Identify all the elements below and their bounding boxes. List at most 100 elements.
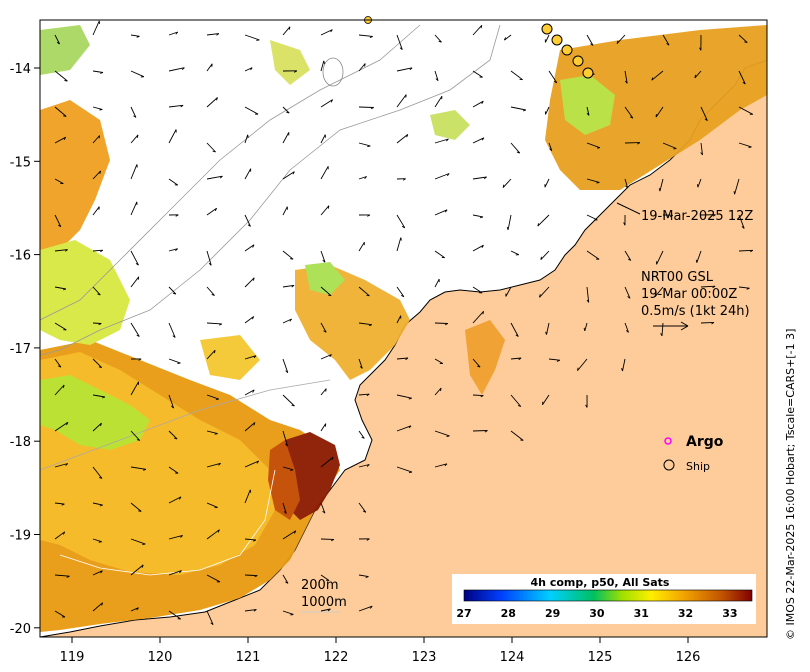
current-arrow-head	[138, 358, 142, 361]
current-vectors	[54, 20, 754, 625]
current-arrow	[320, 388, 327, 396]
current-arrow-head	[585, 404, 588, 408]
current-arrow	[206, 250, 212, 266]
current-arrow	[282, 284, 295, 288]
y-tick-label: -16	[10, 249, 31, 264]
current-arrow	[130, 106, 137, 118]
ship-position	[561, 44, 573, 56]
current-arrow-head	[325, 388, 327, 392]
current-arrow	[544, 178, 550, 188]
current-arrow	[54, 286, 67, 290]
current-arrow	[472, 310, 484, 324]
current-arrow	[206, 394, 219, 400]
current-arrow-head	[502, 184, 505, 188]
current-arrow-head	[369, 35, 373, 39]
current-arrow-head	[400, 237, 402, 241]
current-arrow-head	[630, 116, 634, 119]
current-arrow-head	[138, 510, 142, 512]
current-arrow	[206, 502, 218, 508]
current-arrow-head	[219, 175, 223, 179]
current-arrow	[54, 531, 65, 540]
current-arrow-head	[750, 249, 754, 253]
current-arrow	[738, 286, 750, 289]
current-arrow	[358, 574, 369, 578]
current-arrow-head	[290, 258, 294, 260]
current-arrow-head	[214, 433, 218, 435]
current-arrow-head	[482, 311, 485, 315]
current-arrow	[548, 70, 558, 84]
current-arrow	[54, 421, 69, 432]
current-arrow	[206, 430, 218, 435]
current-arrow-head	[179, 570, 182, 574]
current-arrow	[244, 106, 259, 115]
colorbar-label: 32	[678, 607, 693, 620]
current-arrow	[168, 430, 178, 440]
current-arrow-head	[252, 389, 255, 393]
current-arrow	[282, 132, 290, 144]
current-arrow-head	[172, 335, 176, 338]
x-tick-label: 125	[588, 650, 613, 665]
current-arrow	[624, 70, 628, 84]
current-arrow-head	[327, 608, 331, 612]
current-arrow-head	[294, 530, 297, 534]
current-arrow	[358, 322, 372, 326]
current-arrow-head	[256, 39, 260, 41]
current-arrow	[510, 430, 524, 441]
current-arrow-head	[748, 146, 752, 148]
current-arrow-head	[369, 605, 373, 609]
current-arrow-head	[250, 67, 253, 71]
current-arrow-head	[253, 609, 257, 612]
current-arrow	[358, 142, 371, 147]
current-arrow	[358, 605, 373, 612]
current-arrow	[54, 178, 64, 184]
current-arrow-head	[99, 504, 103, 507]
current-arrow-head	[100, 570, 103, 574]
current-arrow	[54, 502, 65, 505]
current-arrow-head	[364, 63, 366, 67]
current-arrow-head	[364, 176, 367, 180]
current-arrow	[282, 574, 289, 584]
current-arrow-head	[370, 107, 374, 110]
current-arrow-head	[359, 366, 363, 369]
current-arrow	[694, 70, 702, 79]
current-arrow-head	[322, 510, 326, 514]
current-arrow-head	[247, 224, 251, 227]
current-arrow-head	[367, 145, 371, 148]
current-arrow	[54, 358, 62, 368]
current-arrow-head	[136, 607, 139, 611]
current-arrow	[734, 178, 740, 195]
current-arrow	[472, 214, 484, 218]
current-arrow-head	[285, 370, 289, 374]
current-arrow-head	[408, 471, 413, 474]
current-arrow	[320, 456, 334, 468]
current-arrow-head	[408, 425, 412, 429]
current-arrow	[472, 70, 483, 78]
current-arrow	[168, 104, 184, 108]
current-arrow-head	[625, 185, 629, 189]
current-arrow	[358, 502, 367, 513]
current-arrow	[206, 142, 216, 153]
current-arrow	[624, 106, 634, 119]
current-arrow	[434, 463, 448, 468]
x-tick-label: 121	[236, 650, 261, 665]
current-arrow-head	[399, 47, 403, 50]
current-arrow	[434, 138, 449, 144]
current-arrow	[282, 430, 288, 447]
current-arrow	[282, 502, 287, 514]
x-tick-label: 124	[500, 650, 525, 665]
current-arrow	[168, 496, 182, 504]
current-arrow	[92, 422, 102, 432]
current-arrow-head	[556, 359, 560, 362]
current-arrow	[54, 136, 66, 144]
current-arrow	[206, 322, 222, 325]
current-arrow	[396, 466, 413, 473]
scale-arrow	[653, 321, 689, 331]
current-arrow	[282, 318, 292, 324]
current-arrow	[472, 137, 485, 144]
current-arrow-head	[98, 135, 101, 139]
current-arrow	[244, 609, 257, 612]
current-arrow	[244, 34, 260, 41]
current-arrow-head	[654, 293, 656, 297]
current-arrow	[282, 394, 295, 407]
current-arrow	[654, 286, 664, 298]
